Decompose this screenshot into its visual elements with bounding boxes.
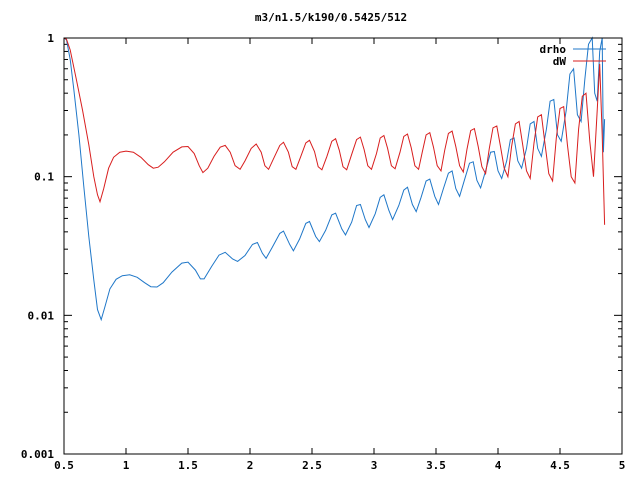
x-tick-label: 1 [123, 459, 130, 472]
chart-title: m3/n1.5/k190/0.5425/512 [255, 11, 407, 24]
series-line-drho [63, 36, 606, 322]
x-tick-label: 4.5 [550, 459, 570, 472]
series-layer [63, 36, 606, 322]
legend-label-drho: drho [540, 43, 567, 56]
series-line-dW [63, 37, 606, 225]
x-tick-label: 4 [495, 459, 502, 472]
y-tick-label: 1 [47, 32, 54, 45]
plot-frame [63, 37, 623, 455]
x-tick-label: 2.5 [302, 459, 322, 472]
x-tick-label: 0.5 [54, 459, 74, 472]
y-tick-label: 0.1 [34, 171, 54, 184]
y-tick-label: 0.01 [28, 309, 55, 322]
x-tick-label: 2 [247, 459, 254, 472]
x-tick-label: 5 [619, 459, 626, 472]
legend-label-dW: dW [553, 55, 567, 68]
x-tick-label: 3 [371, 459, 378, 472]
axis-ticks: 0.5 1 1.5 2 2.5 3 3.5 4 4.5 5 0.001 0.01 0.1 1 [21, 32, 625, 472]
x-tick-label: 1.5 [178, 459, 198, 472]
x-tick-label: 3.5 [426, 459, 446, 472]
y-tick-label: 0.001 [21, 448, 54, 461]
